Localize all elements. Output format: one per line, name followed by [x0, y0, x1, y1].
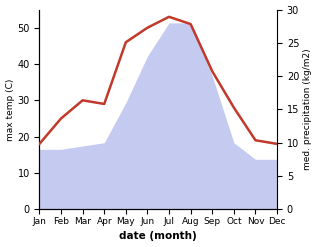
X-axis label: date (month): date (month) [119, 231, 197, 242]
Y-axis label: med. precipitation (kg/m2): med. precipitation (kg/m2) [303, 49, 313, 170]
Y-axis label: max temp (C): max temp (C) [5, 78, 15, 141]
